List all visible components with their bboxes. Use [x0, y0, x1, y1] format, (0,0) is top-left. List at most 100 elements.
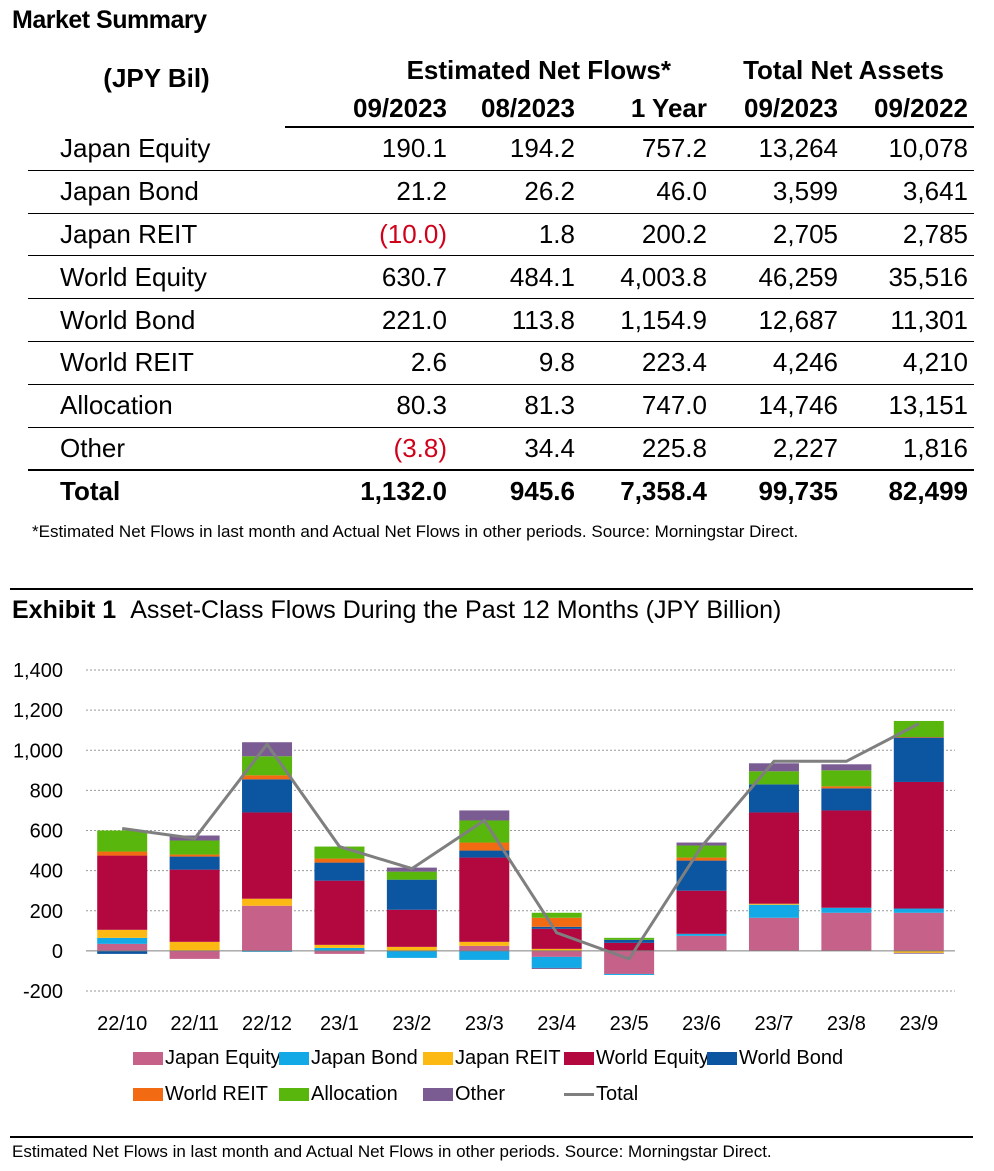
bar-segment [459, 842, 510, 851]
exhibit-bottom-rule [10, 1136, 973, 1138]
bar-segment [893, 781, 944, 909]
table-row: Japan REIT (10.0) 1.8 200.2 2,705 2,785 [28, 213, 974, 257]
table-cell: 13,151 [844, 384, 974, 428]
bar-segment [821, 912, 872, 951]
column-header: 09/2022 [844, 86, 974, 128]
legend-label: Allocation [311, 1083, 398, 1105]
bar-segment [459, 810, 510, 821]
total-row: Total 1,132.0 945.6 7,358.4 99,735 82,499 [28, 469, 974, 512]
legend-item: Japan Bond [279, 1047, 418, 1070]
table-cell: 4,210 [844, 341, 974, 385]
bar-segment [893, 737, 944, 782]
table-cell: (10.0) [285, 213, 453, 257]
bar-segment [531, 950, 582, 957]
x-tick-label: 22/10 [97, 1013, 147, 1035]
legend-label: World Equity [596, 1047, 710, 1069]
bar-segment [604, 937, 655, 940]
bar-segment [748, 917, 799, 951]
table-row: World REIT 2.6 9.8 223.4 4,246 4,210 [28, 341, 974, 385]
x-tick-label: 23/3 [465, 1013, 504, 1035]
table-cell: 12,687 [713, 298, 844, 342]
legend-label: Other [455, 1083, 506, 1105]
legend-item: World REIT [133, 1083, 268, 1106]
bar-segment [604, 973, 655, 975]
bar-segment [531, 956, 582, 968]
market-summary-table: (JPY Bil) Estimated Net Flows* Total Net… [28, 44, 974, 512]
legend-swatch [707, 1052, 737, 1065]
table-cell: 484.1 [453, 255, 581, 300]
row-label: Japan Equity [28, 127, 285, 171]
legend-item: World Equity [564, 1047, 709, 1070]
bar-segment [821, 810, 872, 908]
bar-segment [97, 937, 148, 944]
chart-footnote: Estimated Net Flows in last month and Ac… [12, 1142, 772, 1161]
y-tick-label: -200 [23, 981, 63, 1003]
legend-item: Other [423, 1083, 505, 1106]
table-cell: 14,746 [713, 384, 844, 428]
bar-segment [676, 857, 727, 861]
table-cell: 46,259 [713, 255, 844, 300]
legend-swatch [133, 1052, 163, 1065]
x-tick-label: 23/9 [899, 1013, 938, 1035]
bar-segment [386, 909, 437, 947]
legend-item: Japan REIT [423, 1047, 561, 1070]
table-cell: 4,003.8 [581, 255, 713, 300]
bar-segment [97, 851, 148, 856]
bar-segment [242, 905, 293, 951]
table-cell: 46.0 [581, 170, 713, 214]
exhibit-label: Exhibit 1 [12, 596, 117, 624]
bar-segment [821, 907, 872, 913]
row-label: Other [28, 427, 285, 471]
bar-segment [676, 842, 727, 846]
column-header: 08/2023 [453, 86, 581, 128]
x-tick-label: 23/6 [682, 1013, 721, 1035]
bar-segment [748, 763, 799, 772]
bar-segment [314, 944, 365, 948]
bar-segment [459, 857, 510, 942]
table-cell: 1,816 [844, 427, 974, 471]
y-tick-label: 400 [30, 861, 63, 883]
bar-segment [676, 890, 727, 934]
row-label: Japan REIT [28, 213, 285, 257]
row-label: Japan Bond [28, 170, 285, 214]
bar-segment [748, 812, 799, 904]
legend-item: Total [564, 1083, 638, 1106]
bar-segment [893, 912, 944, 951]
table-cell: 1,132.0 [285, 469, 453, 512]
bar-segment [97, 929, 148, 938]
bar-segment [314, 862, 365, 881]
x-tick-label: 23/8 [827, 1013, 866, 1035]
table-cell: 9.8 [453, 341, 581, 385]
bar-segment [386, 879, 437, 910]
legend-label: World Bond [739, 1047, 844, 1069]
bar-segment [97, 943, 148, 951]
bar-segment [531, 967, 582, 969]
table-cell: 945.6 [453, 469, 581, 512]
legend-swatch [423, 1088, 453, 1101]
bar-segment [604, 939, 655, 943]
y-tick-label: 1,200 [13, 700, 63, 722]
y-tick-label: 1,000 [13, 740, 63, 762]
table-footnote: *Estimated Net Flows in last month and A… [32, 522, 799, 541]
bar-segment [386, 950, 437, 958]
bar-segment [459, 850, 510, 858]
table-cell: 630.7 [285, 255, 453, 300]
column-header: 09/2023 [285, 86, 453, 128]
bar-segment [314, 880, 365, 945]
legend-item: World Bond [707, 1047, 843, 1070]
bar-segment [821, 770, 872, 787]
legend-swatch [133, 1088, 163, 1101]
table-cell: 113.8 [453, 298, 581, 342]
table-row: Japan Bond 21.2 26.2 46.0 3,599 3,641 [28, 170, 974, 214]
bar-segment [748, 903, 799, 905]
bar-segment [459, 941, 510, 946]
table-cell: 26.2 [453, 170, 581, 214]
legend-line-swatch [564, 1093, 594, 1096]
table-cell: 225.8 [581, 427, 713, 471]
bar-segment [821, 764, 872, 771]
bar-segment [893, 720, 944, 738]
bar-segment [821, 788, 872, 811]
bar-segment [97, 830, 148, 852]
y-tick-label: 0 [52, 941, 63, 963]
bar-segment [242, 742, 293, 757]
